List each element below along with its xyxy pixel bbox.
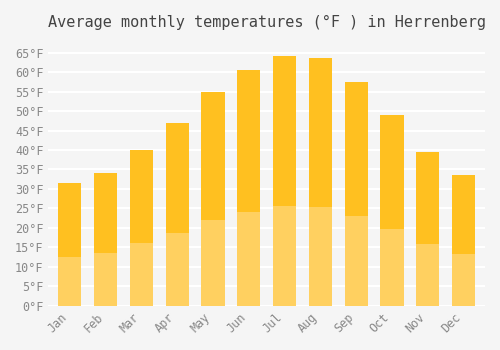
Bar <box>344 82 368 306</box>
Bar <box>416 152 440 306</box>
Bar <box>202 220 224 306</box>
Bar <box>452 175 475 306</box>
Bar <box>130 244 153 306</box>
Bar <box>166 123 189 306</box>
Bar <box>94 253 118 306</box>
Bar <box>380 115 404 306</box>
Bar <box>237 70 260 306</box>
Bar <box>416 244 440 306</box>
Bar <box>452 254 475 306</box>
Title: Average monthly temperatures (°F ) in Herrenberg: Average monthly temperatures (°F ) in He… <box>48 15 486 30</box>
Bar <box>166 233 189 306</box>
Bar <box>273 56 296 306</box>
Bar <box>58 257 82 306</box>
Bar <box>94 173 118 306</box>
Bar <box>130 150 153 306</box>
Bar <box>308 207 332 306</box>
Bar <box>308 58 332 306</box>
Bar <box>344 216 368 306</box>
Bar <box>202 92 224 306</box>
Bar <box>273 206 296 306</box>
Bar <box>237 211 260 306</box>
Bar <box>380 230 404 306</box>
Bar <box>58 183 82 306</box>
